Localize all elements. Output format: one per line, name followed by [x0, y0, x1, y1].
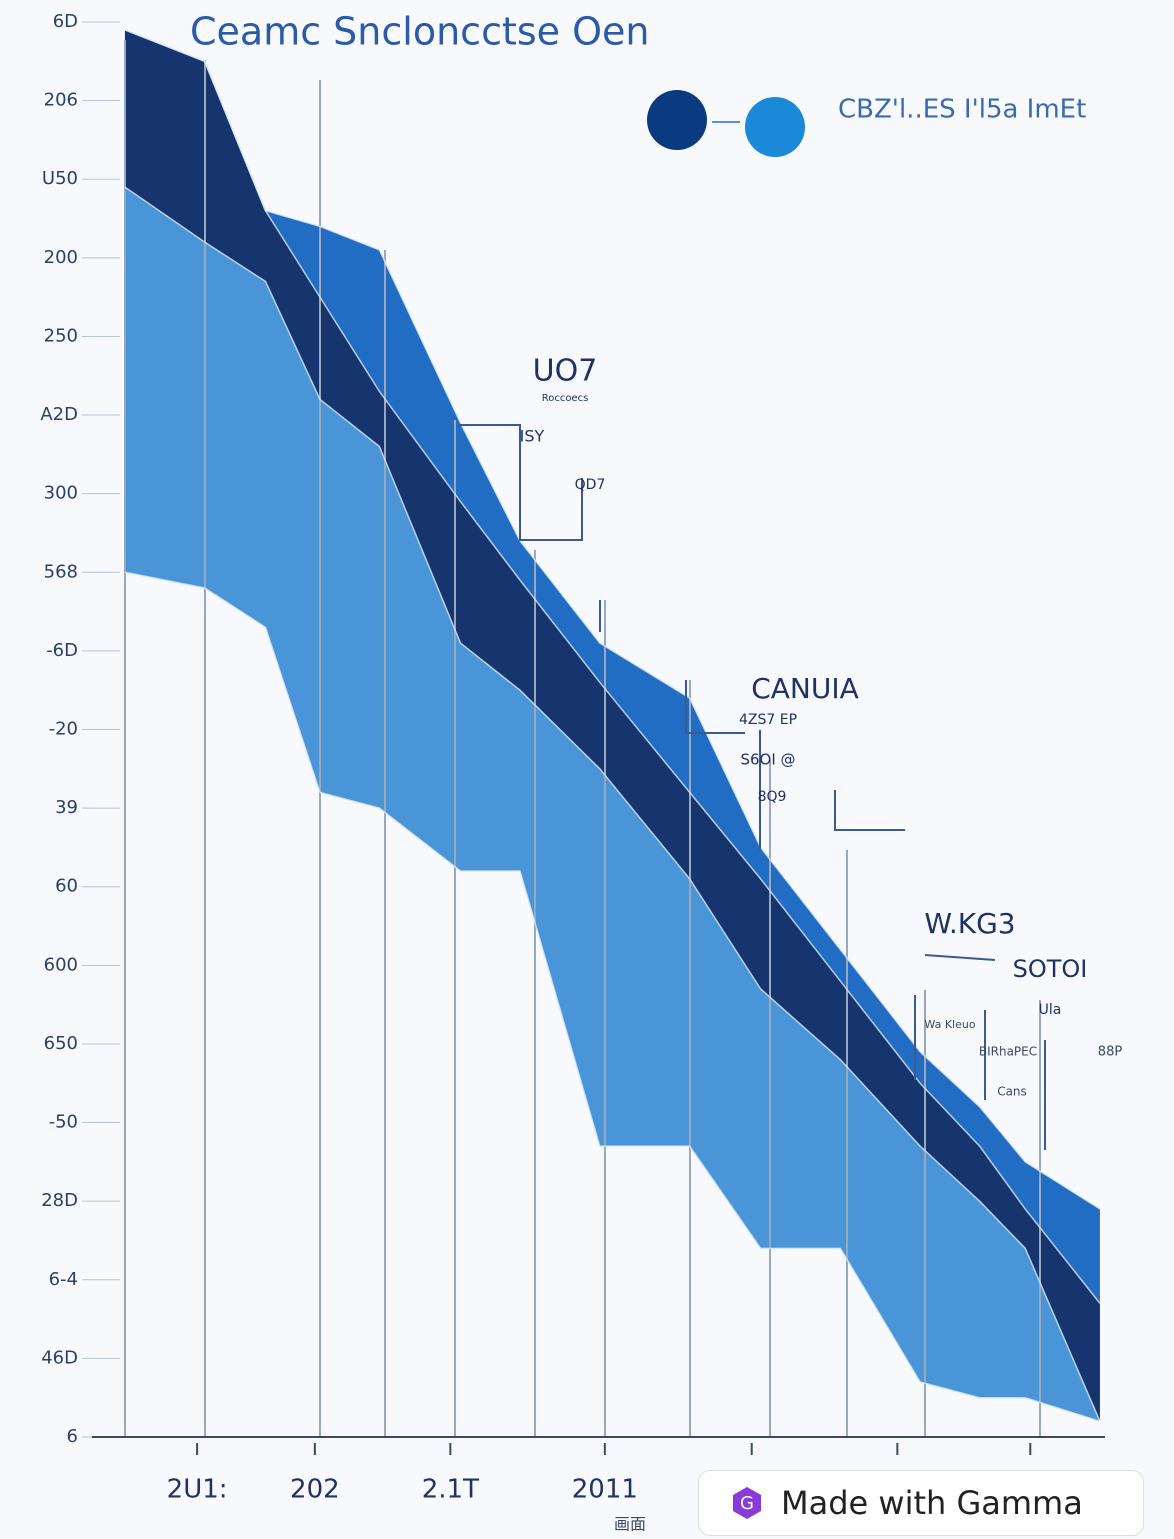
annotation: S6OI @: [740, 751, 795, 769]
y-tick-label: 200: [44, 247, 78, 268]
y-tick-label: 46D: [41, 1347, 78, 1368]
annotation: Ula: [1039, 1002, 1062, 1018]
band-edge: [124, 29, 1101, 1304]
svg-text:G: G: [740, 1493, 754, 1514]
annotation: Roccoecs: [542, 393, 589, 404]
y-tick-label: 6-4: [49, 1269, 78, 1290]
legend-swatch: [647, 90, 707, 150]
band-edge: [124, 186, 1101, 1422]
y-tick-label: 568: [44, 561, 78, 582]
x-tick-label: 2.1T: [422, 1475, 479, 1505]
legend-swatch: [745, 97, 805, 157]
band-fill: [124, 187, 1100, 1422]
callout-line: [759, 730, 905, 850]
annotation: 4ZS7 EP: [739, 712, 797, 728]
y-tick-label: 300: [44, 483, 78, 504]
legend-label: CBZ'l..ES I'l5a ImEt: [838, 95, 1086, 125]
x-tick-label: 2U1:: [167, 1475, 228, 1505]
y-tick-label: 600: [44, 954, 78, 975]
annotation: ISY: [520, 427, 545, 446]
band-fill: [124, 29, 1100, 1422]
column-lines: [124, 40, 1041, 1437]
annotation: 88P: [1098, 1045, 1123, 1060]
callout-line: [685, 680, 745, 734]
y-tick-label: -6D: [46, 640, 78, 661]
x-sublabel: 画面: [614, 1515, 646, 1534]
y-tick-label: U50: [42, 168, 78, 189]
annotation: 8Q9: [758, 789, 787, 805]
y-tick-label: 250: [44, 325, 78, 346]
annotation: UO7: [533, 354, 598, 389]
y-tick-label: 60: [55, 876, 78, 897]
annotation: Wa Kleuo: [924, 1018, 975, 1031]
y-tick-label: 39: [55, 797, 78, 818]
gamma-logo: G: [733, 1487, 761, 1519]
callout-line: [924, 954, 996, 961]
band-edge: [124, 29, 1101, 1210]
y-tick-label: 28D: [41, 1190, 78, 1211]
x-tick-label: 202: [290, 1475, 340, 1505]
y-tick-label: A2D: [40, 404, 78, 425]
y-tick-label: -20: [49, 719, 78, 740]
y-tick-label: 6: [67, 1426, 78, 1447]
annotation: BIRhaPEC: [979, 1045, 1037, 1059]
band-fill: [124, 29, 1100, 1304]
annotation: W.KG3: [924, 907, 1015, 940]
annotation: CANUIA: [751, 672, 859, 705]
watermark-badge: G Made with Gamma: [698, 1470, 1144, 1536]
y-tick-label: 6D: [53, 11, 78, 32]
watermark-text: Made with Gamma: [781, 1484, 1083, 1522]
annotation: SOTOI: [1013, 955, 1088, 983]
y-tick-label: 650: [44, 1033, 78, 1054]
band-edge: [124, 571, 1101, 1422]
annotation: Cans: [997, 1085, 1027, 1099]
callout-line: [914, 995, 1046, 1150]
y-tick-label: 206: [44, 90, 78, 111]
y-tick-label: -50: [49, 1112, 78, 1133]
x-tick-label: 2011: [572, 1475, 638, 1505]
callout-line: [458, 424, 583, 541]
annotation: QD7: [575, 477, 606, 493]
chart-title: Ceamc Sncloncctse Oen: [190, 10, 650, 54]
